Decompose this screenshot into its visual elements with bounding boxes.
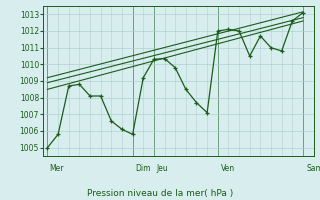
Text: Sam: Sam (307, 164, 320, 173)
Text: Dim: Dim (135, 164, 150, 173)
Text: Mer: Mer (49, 164, 64, 173)
Text: Ven: Ven (221, 164, 235, 173)
Text: Pression niveau de la mer( hPa ): Pression niveau de la mer( hPa ) (87, 189, 233, 198)
Text: Jeu: Jeu (156, 164, 168, 173)
